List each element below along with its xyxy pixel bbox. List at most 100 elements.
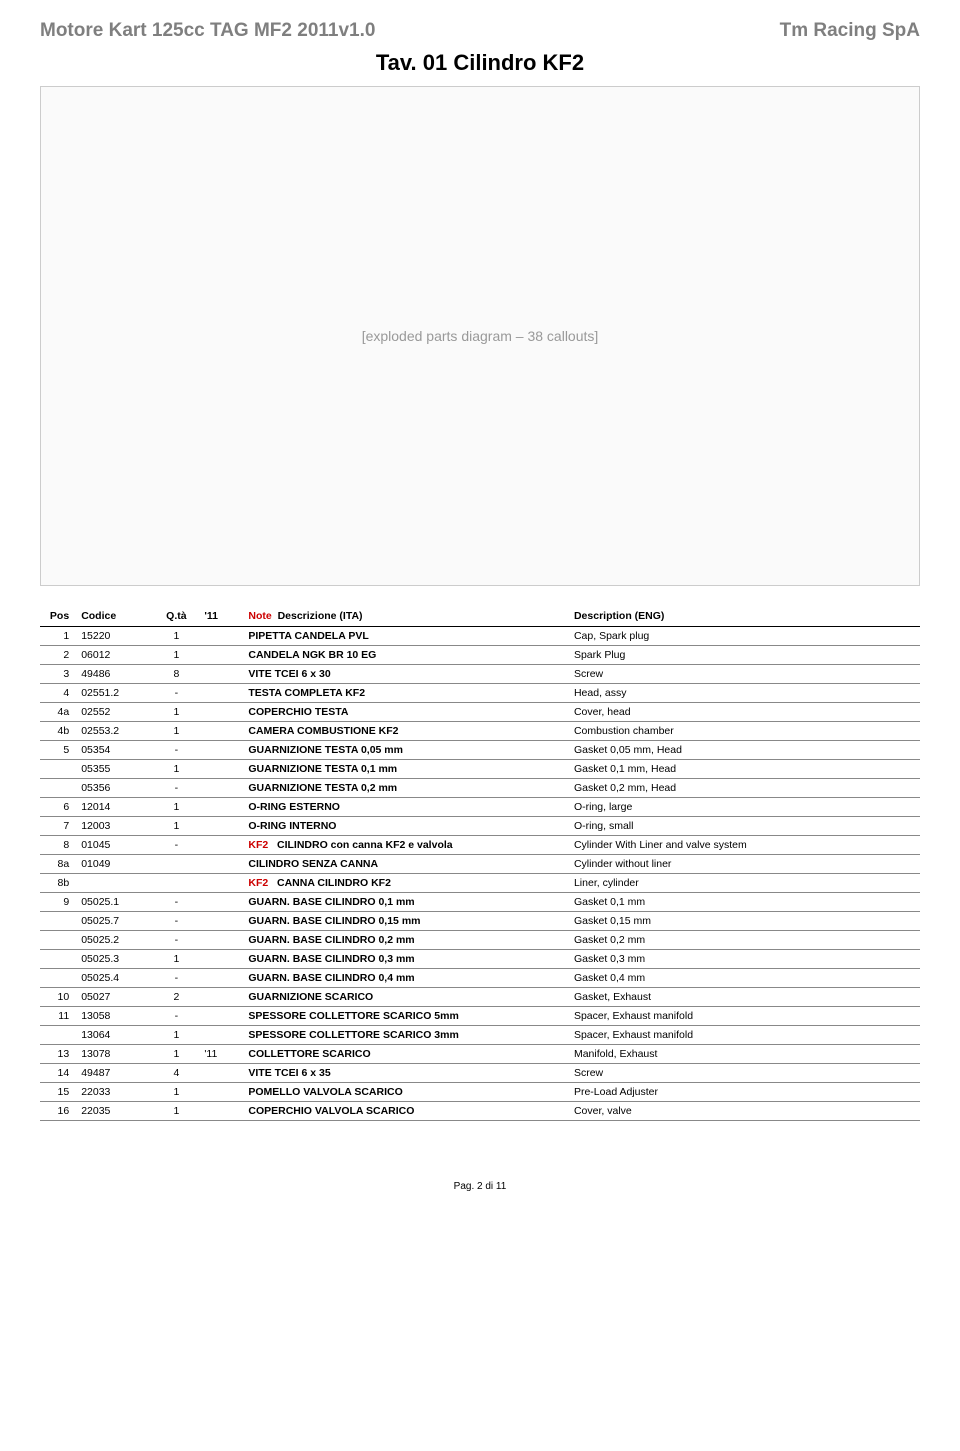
table-row: 05356-GUARNIZIONE TESTA 0,2 mmGasket 0,2… bbox=[40, 779, 920, 798]
cell-codice: 02553.2 bbox=[75, 722, 154, 741]
cell-qta: 2 bbox=[154, 988, 198, 1007]
page-footer: Pag. 2 di 11 bbox=[40, 1181, 920, 1192]
cell-qta: 1 bbox=[154, 1026, 198, 1045]
cell-qta: 1 bbox=[154, 1102, 198, 1121]
cell-pos bbox=[40, 760, 75, 779]
ita-text: GUARNIZIONE TESTA 0,1 mm bbox=[248, 763, 397, 775]
table-row: 16220351COPERCHIO VALVOLA SCARICOCover, … bbox=[40, 1102, 920, 1121]
cell-qta: - bbox=[154, 741, 198, 760]
cell-ita: GUARN. BASE CILINDRO 0,15 mm bbox=[242, 912, 568, 931]
ita-text: GUARN. BASE CILINDRO 0,3 mm bbox=[248, 953, 414, 965]
cell-qta: - bbox=[154, 684, 198, 703]
cell-anno bbox=[198, 1064, 242, 1083]
cell-codice: 22035 bbox=[75, 1102, 154, 1121]
cell-qta: 1 bbox=[154, 627, 198, 646]
cell-qta: - bbox=[154, 836, 198, 855]
table-row: 7120031O-RING INTERNOO-ring, small bbox=[40, 817, 920, 836]
ita-text: GUARNIZIONE SCARICO bbox=[248, 991, 373, 1003]
cell-pos: 2 bbox=[40, 646, 75, 665]
table-row: 05025.2-GUARN. BASE CILINDRO 0,2 mmGaske… bbox=[40, 931, 920, 950]
cell-ita: PIPETTA CANDELA PVL bbox=[242, 627, 568, 646]
cell-eng: Screw bbox=[568, 665, 920, 684]
ita-text: COPERCHIO TESTA bbox=[248, 706, 348, 718]
cell-eng: Head, assy bbox=[568, 684, 920, 703]
diagram-placeholder-text: [exploded parts diagram – 38 callouts] bbox=[362, 328, 599, 344]
table-row: 4a025521COPERCHIO TESTACover, head bbox=[40, 703, 920, 722]
cell-eng: Screw bbox=[568, 1064, 920, 1083]
cell-anno bbox=[198, 1083, 242, 1102]
cell-eng: Cylinder without liner bbox=[568, 855, 920, 874]
cell-pos: 4 bbox=[40, 684, 75, 703]
cell-anno bbox=[198, 684, 242, 703]
cell-anno bbox=[198, 627, 242, 646]
ita-text: VITE TCEI 6 x 35 bbox=[248, 1067, 330, 1079]
cell-ita: COPERCHIO VALVOLA SCARICO bbox=[242, 1102, 568, 1121]
col-codice: Codice bbox=[75, 606, 154, 627]
cell-anno bbox=[198, 703, 242, 722]
cell-qta: 4 bbox=[154, 1064, 198, 1083]
cell-anno bbox=[198, 931, 242, 950]
doc-model: Motore Kart 125cc TAG MF2 2011v1.0 bbox=[40, 20, 375, 42]
page-header: Motore Kart 125cc TAG MF2 2011v1.0 Tm Ra… bbox=[40, 20, 920, 42]
cell-qta: - bbox=[154, 779, 198, 798]
table-row: 14494874VITE TCEI 6 x 35Screw bbox=[40, 1064, 920, 1083]
cell-codice: 13064 bbox=[75, 1026, 154, 1045]
table-row: 05025.4-GUARN. BASE CILINDRO 0,4 mmGaske… bbox=[40, 969, 920, 988]
cell-pos: 14 bbox=[40, 1064, 75, 1083]
cell-pos: 4b bbox=[40, 722, 75, 741]
cell-ita: CILINDRO SENZA CANNA bbox=[242, 855, 568, 874]
ita-text: GUARN. BASE CILINDRO 0,2 mm bbox=[248, 934, 414, 946]
cell-ita: SPESSORE COLLETTORE SCARICO 3mm bbox=[242, 1026, 568, 1045]
cell-pos: 11 bbox=[40, 1007, 75, 1026]
parts-table: Pos Codice Q.tà '11 Note Descrizione (IT… bbox=[40, 606, 920, 1121]
cell-codice: 02551.2 bbox=[75, 684, 154, 703]
cell-eng: Cap, Spark plug bbox=[568, 627, 920, 646]
cell-eng: Cover, head bbox=[568, 703, 920, 722]
ita-text: GUARN. BASE CILINDRO 0,15 mm bbox=[248, 915, 420, 927]
kf2-badge: KF2 bbox=[248, 839, 268, 851]
cell-qta: 1 bbox=[154, 798, 198, 817]
cell-codice: 12003 bbox=[75, 817, 154, 836]
cell-anno bbox=[198, 798, 242, 817]
table-row: 1152201PIPETTA CANDELA PVLCap, Spark plu… bbox=[40, 627, 920, 646]
table-row: 053551GUARNIZIONE TESTA 0,1 mmGasket 0,1… bbox=[40, 760, 920, 779]
table-row: 402551.2-TESTA COMPLETA KF2Head, assy bbox=[40, 684, 920, 703]
cell-anno bbox=[198, 1102, 242, 1121]
cell-anno bbox=[198, 912, 242, 931]
cell-anno bbox=[198, 646, 242, 665]
cell-qta: 1 bbox=[154, 817, 198, 836]
cell-eng: O-ring, small bbox=[568, 817, 920, 836]
cell-qta: 1 bbox=[154, 760, 198, 779]
cell-codice: 12014 bbox=[75, 798, 154, 817]
cell-eng: Gasket 0,1 mm, Head bbox=[568, 760, 920, 779]
cell-codice: 15220 bbox=[75, 627, 154, 646]
parts-table-header: Pos Codice Q.tà '11 Note Descrizione (IT… bbox=[40, 606, 920, 627]
cell-codice: 01045 bbox=[75, 836, 154, 855]
table-row: 905025.1-GUARN. BASE CILINDRO 0,1 mmGask… bbox=[40, 893, 920, 912]
cell-codice: 05025.3 bbox=[75, 950, 154, 969]
ita-text: VITE TCEI 6 x 30 bbox=[248, 668, 330, 680]
table-row: 13130781'11COLLETTORE SCARICOManifold, E… bbox=[40, 1045, 920, 1064]
parts-table-body: 1152201PIPETTA CANDELA PVLCap, Spark plu… bbox=[40, 627, 920, 1121]
cell-ita: SPESSORE COLLETTORE SCARICO 5mm bbox=[242, 1007, 568, 1026]
cell-ita: O-RING INTERNO bbox=[242, 817, 568, 836]
cell-anno bbox=[198, 817, 242, 836]
col-qta: Q.tà bbox=[154, 606, 198, 627]
ita-text: PIPETTA CANDELA PVL bbox=[248, 630, 368, 642]
table-row: 8bKF2 CANNA CILINDRO KF2Liner, cylinder bbox=[40, 874, 920, 893]
cell-eng: Gasket 0,2 mm bbox=[568, 931, 920, 950]
cell-eng: Pre-Load Adjuster bbox=[568, 1083, 920, 1102]
col-anno: '11 bbox=[198, 606, 242, 627]
cell-ita: KF2 CANNA CILINDRO KF2 bbox=[242, 874, 568, 893]
ita-text: CAMERA COMBUSTIONE KF2 bbox=[248, 725, 398, 737]
cell-qta: - bbox=[154, 893, 198, 912]
cell-pos bbox=[40, 950, 75, 969]
ita-text: O-RING INTERNO bbox=[248, 820, 336, 832]
cell-anno bbox=[198, 665, 242, 684]
cell-eng: Spacer, Exhaust manifold bbox=[568, 1007, 920, 1026]
table-row: 6120141O-RING ESTERNOO-ring, large bbox=[40, 798, 920, 817]
cell-anno bbox=[198, 741, 242, 760]
cell-pos bbox=[40, 969, 75, 988]
ita-text: COPERCHIO VALVOLA SCARICO bbox=[248, 1105, 414, 1117]
cell-pos: 13 bbox=[40, 1045, 75, 1064]
